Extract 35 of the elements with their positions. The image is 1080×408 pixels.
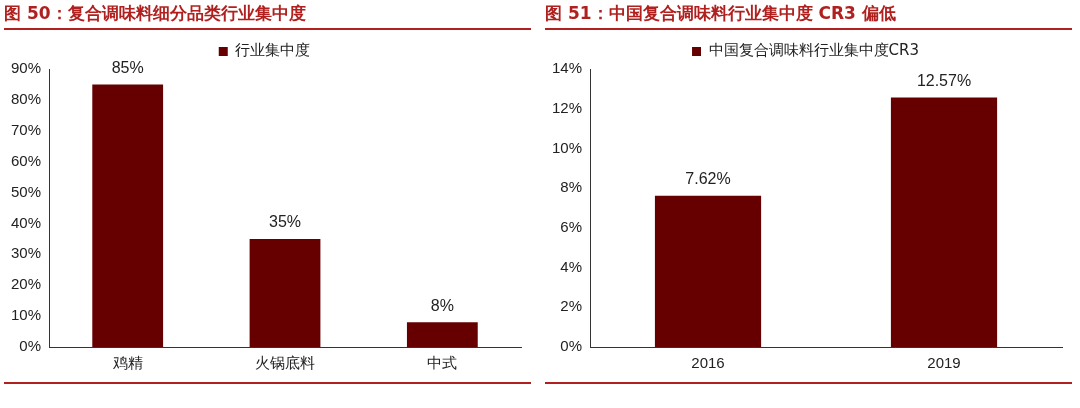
y-tick-label: 80% (10, 90, 42, 108)
y-tick-label: 12% (551, 98, 583, 116)
y-tick-label: 30% (10, 244, 42, 262)
y-tick-label: 60% (10, 151, 42, 169)
y-tick-label: 6% (560, 218, 583, 235)
y-tick-label: 2% (560, 297, 583, 315)
y-tick-label: 14% (551, 59, 583, 77)
y-tick-label: 10% (10, 306, 42, 324)
data-label: 35% (269, 213, 302, 231)
data-label: 12.57% (916, 71, 972, 89)
bar (406, 322, 478, 347)
y-tick-label: 50% (10, 182, 42, 200)
y-tick-label: 8% (560, 178, 583, 196)
x-tick-label: 2016 (691, 354, 725, 372)
data-label: 85% (111, 58, 144, 76)
x-tick-label: 中式 (427, 354, 458, 372)
y-tick-label: 70% (10, 120, 42, 138)
x-tick-label: 2019 (927, 354, 961, 372)
y-tick-label: 90% (10, 59, 42, 77)
y-tick-label: 20% (10, 275, 42, 293)
x-tick-label: 鸡精 (111, 354, 143, 372)
bar (92, 84, 164, 347)
legend-label: 中国复合调味料行业集中度CR3 (708, 41, 919, 60)
chart-title: 图 51：中国复合调味料行业集中度 CR3 偏低 (545, 0, 1072, 30)
y-tick-label: 0% (560, 337, 583, 355)
y-tick-label: 0% (19, 337, 42, 355)
y-tick-label: 10% (551, 138, 583, 156)
y-tick-label: 4% (560, 257, 583, 275)
chart-title: 图 50：复合调味料细分品类行业集中度 (4, 0, 531, 30)
data-label: 7.62% (685, 170, 731, 188)
x-tick-label: 火锅底料 (255, 354, 316, 372)
y-tick-label: 40% (10, 213, 42, 231)
bar (249, 238, 321, 347)
legend-label: 行业集中度 (235, 41, 311, 60)
data-label: 8% (430, 296, 454, 314)
